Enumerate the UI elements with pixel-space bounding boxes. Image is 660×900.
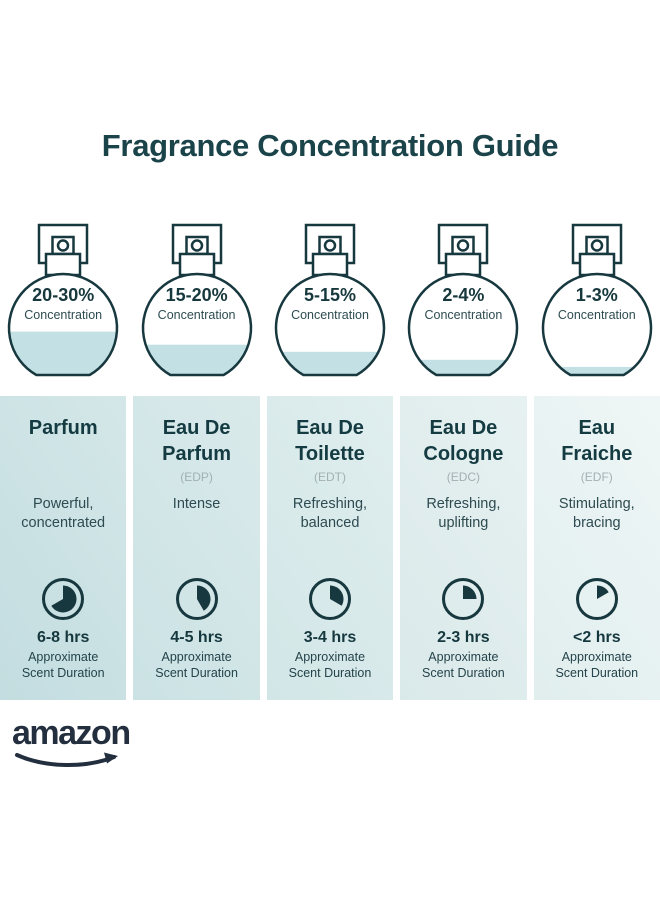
fragrance-abbreviation: (EDT) <box>313 470 346 484</box>
brand-logo: amazon <box>12 716 152 776</box>
bottle-label: 5-15% Concentration <box>267 286 393 322</box>
page-title: Fragrance Concentration Guide <box>101 128 559 163</box>
concentration-value: 15-20% <box>165 285 228 305</box>
scent-duration-label: Approximate Scent Duration <box>422 650 505 680</box>
clock-icon <box>42 578 85 620</box>
fragrance-name: Eau Fraiche <box>561 417 633 465</box>
clock-icon <box>308 578 351 620</box>
clock-wrap <box>534 576 660 622</box>
bottle-label: 2-4% Concentration <box>400 286 526 322</box>
clock-wrap <box>0 576 126 622</box>
concentration-label: Concentration <box>24 308 103 322</box>
fragrance-header: Eau De Toilette (EDT) <box>269 415 391 484</box>
fragrance-abbreviation: (EDF) <box>580 470 613 484</box>
scent-duration-value: <2 hrs <box>573 629 621 646</box>
fragrance-column: Eau Fraiche (EDF) Stimulating, bracing <… <box>533 396 660 700</box>
scent-duration-label: Approximate Scent Duration <box>21 650 105 680</box>
scent-duration-label: Approximate Scent Duration <box>288 650 372 680</box>
clock-wrap <box>133 576 259 622</box>
fragrance-header: Eau Fraiche (EDF) <box>536 415 658 484</box>
brand-logo-text: amazon <box>12 714 131 752</box>
perfume-bottle: 5-15% Concentration <box>267 223 393 385</box>
concentration-value: 1-3% <box>575 285 618 305</box>
fragrance-abbreviation: (EDC) <box>446 470 481 484</box>
amazon-smile-icon <box>15 752 118 767</box>
clock-icon <box>442 578 485 620</box>
scent-duration-value: 4-5 hrs <box>170 629 223 646</box>
clock-wrap <box>267 576 393 622</box>
fragrance-column: Eau De Cologne (EDC) Refreshing, uplifti… <box>400 396 527 700</box>
perfume-bottle: 15-20% Concentration <box>133 223 259 385</box>
fragrance-description: Powerful, concentrated <box>21 496 106 531</box>
concentration-label: Concentration <box>424 308 503 322</box>
perfume-bottle-icon <box>141 223 252 377</box>
clock-icon <box>175 578 218 620</box>
clock-icon <box>575 578 618 620</box>
fragrance-name: Parfum <box>28 417 98 439</box>
bottle-label: 20-30% Concentration <box>0 286 126 322</box>
fragrance-description: Refreshing, balanced <box>292 496 368 531</box>
scent-duration-label: Approximate Scent Duration <box>555 650 639 680</box>
perfume-bottle: 1-3% Concentration <box>534 223 660 385</box>
perfume-bottle: 20-30% Concentration <box>0 223 126 385</box>
clock-wrap <box>400 576 526 622</box>
fragrance-abbreviation <box>2 444 124 458</box>
perfume-bottle-icon <box>541 223 652 377</box>
fragrance-name: Eau De Parfum <box>162 417 232 465</box>
fragrance-header: Eau De Parfum (EDP) <box>135 415 257 484</box>
concentration-label: Concentration <box>157 308 236 322</box>
column-row: Parfum Powerful, concentrated 6-8 hrs Ap… <box>0 396 660 700</box>
fragrance-column: Parfum Powerful, concentrated 6-8 hrs Ap… <box>0 396 127 700</box>
fragrance-header: Parfum <box>2 415 124 458</box>
concentration-label: Concentration <box>291 308 369 322</box>
fragrance-abbreviation: (EDP) <box>180 470 213 484</box>
perfume-bottle-icon <box>274 223 386 377</box>
fragrance-column: Eau De Parfum (EDP) Intense 4-5 hrs Appr… <box>133 396 260 700</box>
fragrance-header: Eau De Cologne (EDC) <box>402 415 524 484</box>
fragrance-description: Stimulating, bracing <box>558 496 635 531</box>
scent-duration-label: Approximate Scent Duration <box>155 650 238 680</box>
scent-duration-value: 6-8 hrs <box>36 629 90 646</box>
perfume-bottle-icon <box>8 223 119 377</box>
bottle-row: 20-30% Concentration 15-20% Concentratio… <box>0 223 660 385</box>
bottle-label: 1-3% Concentration <box>534 286 660 322</box>
perfume-bottle: 2-4% Concentration <box>400 223 526 385</box>
concentration-value: 20-30% <box>32 285 95 305</box>
perfume-bottle-icon <box>408 223 519 377</box>
fragrance-description: Refreshing, uplifting <box>426 496 501 531</box>
concentration-value: 2-4% <box>442 285 485 305</box>
fragrance-description: Intense <box>172 496 221 512</box>
bottle-label: 15-20% Concentration <box>133 286 259 322</box>
concentration-label: Concentration <box>557 308 636 322</box>
scent-duration-value: 3-4 hrs <box>303 629 357 646</box>
concentration-value: 5-15% <box>303 285 356 305</box>
fragrance-name: Eau De Cologne <box>423 417 504 465</box>
fragrance-column: Eau De Toilette (EDT) Refreshing, balanc… <box>266 396 394 700</box>
scent-duration-value: 2-3 hrs <box>437 629 490 646</box>
fragrance-name: Eau De Toilette <box>295 417 365 465</box>
